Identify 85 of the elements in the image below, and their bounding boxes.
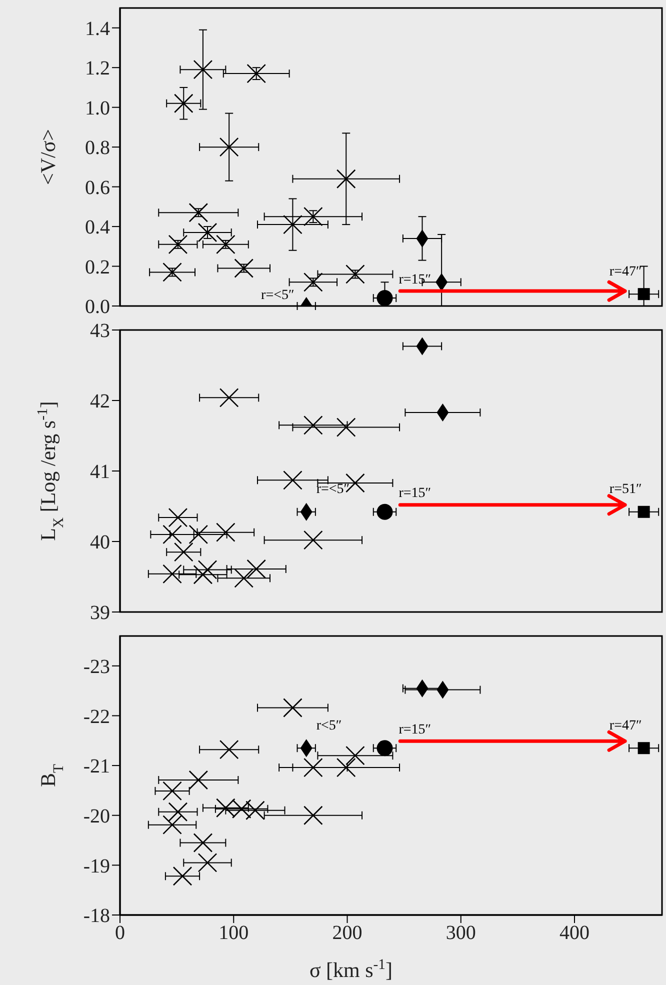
point <box>336 418 356 437</box>
point <box>246 800 265 820</box>
point <box>376 290 393 306</box>
annotation: r=<5″ <box>261 288 295 304</box>
y-tick-label: -19 <box>83 855 110 878</box>
y-tick-label: 39 <box>90 602 110 624</box>
point <box>198 222 218 242</box>
y-axis-title: <V/σ> <box>36 128 60 186</box>
point <box>246 64 266 84</box>
y-tick-label: 0.6 <box>85 176 110 199</box>
y-tick-label: -21 <box>83 756 110 778</box>
point <box>162 781 182 801</box>
y-tick-label: -23 <box>83 656 110 678</box>
point <box>234 258 254 278</box>
point <box>283 698 302 718</box>
point <box>168 508 188 528</box>
y-tick-label: 1.0 <box>85 97 110 120</box>
point <box>219 388 239 408</box>
y-tick-label: 0.0 <box>85 296 110 318</box>
point <box>193 833 213 852</box>
point <box>216 522 236 542</box>
point <box>193 564 213 584</box>
y-tick-label: -18 <box>83 905 110 928</box>
point <box>188 524 208 544</box>
point <box>304 206 323 226</box>
point <box>198 853 218 872</box>
x-tick-label: 0 <box>115 922 125 944</box>
point <box>168 234 188 254</box>
annotation: r=51″ <box>609 482 642 498</box>
point <box>174 542 194 562</box>
point <box>219 137 239 157</box>
point <box>336 169 356 189</box>
y-tick-label: 41 <box>90 461 110 484</box>
annotation: r=15″ <box>398 722 432 738</box>
point <box>188 770 208 790</box>
point <box>162 564 182 584</box>
point <box>346 264 365 284</box>
point <box>336 758 356 778</box>
y-tick-label: -20 <box>83 805 110 828</box>
point <box>162 262 182 282</box>
point <box>638 742 650 754</box>
point <box>246 559 266 579</box>
x-tick-label: 400 <box>560 922 590 944</box>
x-axis-title: σ [km s$^{-1}$] <box>309 957 393 982</box>
point <box>188 202 208 222</box>
point <box>219 740 239 760</box>
y-tick-label: 0.8 <box>85 137 110 160</box>
point <box>376 740 393 756</box>
annotation: r=15″ <box>398 272 432 288</box>
point <box>198 560 218 580</box>
point <box>174 94 194 114</box>
y-tick-label: 42 <box>90 390 110 413</box>
point <box>304 758 323 778</box>
point <box>162 815 182 834</box>
annotation: r=<5″ <box>316 482 350 498</box>
annotation: r<5″ <box>316 718 342 734</box>
point <box>638 288 650 300</box>
y-tick-label: 1.4 <box>85 18 110 40</box>
point <box>162 524 182 544</box>
y-tick-label: 0.2 <box>85 256 110 278</box>
y-tick-label: 1.2 <box>85 58 110 80</box>
point <box>304 806 323 826</box>
point <box>376 504 393 520</box>
point <box>283 470 302 490</box>
point <box>638 506 650 518</box>
point <box>193 60 213 80</box>
point <box>216 234 236 254</box>
annotation: r=47″ <box>609 264 642 280</box>
point <box>168 802 188 822</box>
y-tick-label: 43 <box>90 320 110 342</box>
point <box>304 530 323 550</box>
x-tick-label: 300 <box>446 922 476 944</box>
y-tick-label: 40 <box>90 532 110 554</box>
annotation: r=47″ <box>609 718 642 734</box>
y-tick-label: -22 <box>83 706 110 728</box>
point <box>346 746 365 766</box>
point <box>283 214 302 234</box>
point <box>172 866 192 886</box>
annotation: r=15″ <box>398 486 432 502</box>
x-tick-label: 200 <box>332 922 362 944</box>
y-tick-label: 0.4 <box>85 216 110 239</box>
x-tick-label: 100 <box>218 922 249 944</box>
point <box>234 568 254 588</box>
point <box>304 416 323 435</box>
point <box>304 272 323 292</box>
